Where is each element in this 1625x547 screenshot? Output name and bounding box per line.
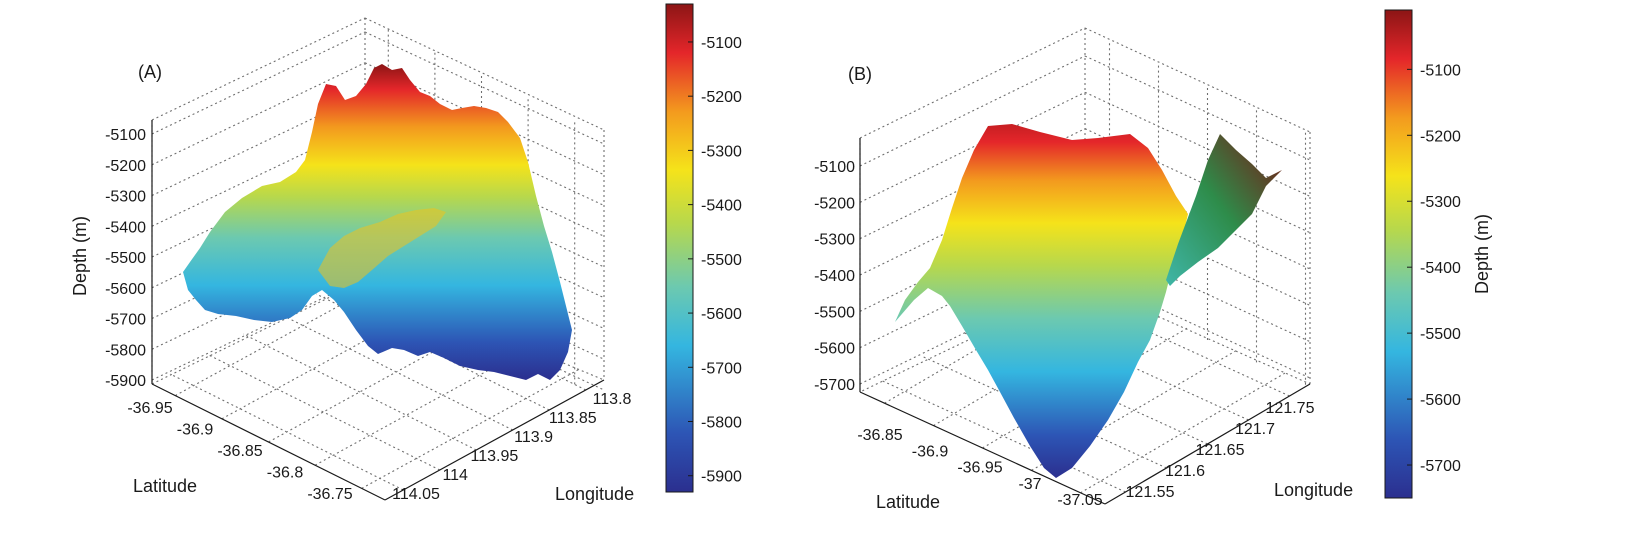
panel-a-latitude-ticks: -36.95 -36.9-36.85 -36.8-36.75	[127, 400, 352, 503]
longitude-tick-label: 113.95	[471, 448, 519, 465]
depth-tick-label: -5900	[105, 373, 146, 390]
latitude-tick-label: -37	[1018, 476, 1041, 493]
longitude-tick-label: 121.75	[1266, 400, 1315, 417]
depth-tick-label: -5700	[105, 312, 146, 329]
longitude-tick-label: 121.7	[1235, 421, 1275, 438]
panel-a-surface	[183, 64, 572, 380]
depth-tick-label: -5600	[814, 341, 855, 358]
panel-a-colorbar-ticks: -5100 -5200 -5300 -5400 -5500 -5600 -5700 -5800…	[688, 35, 742, 486]
longitude-tick-label: 113.8	[593, 391, 632, 408]
longitude-tick-label: 113.85	[549, 410, 597, 427]
colorbar-tick-label: -5200	[701, 89, 742, 106]
colorbar-tick-label: -5200	[1420, 128, 1461, 145]
panel-b-longitude-ticks: 121.75 121.7 121.65 121.6 121.55	[1126, 400, 1315, 501]
panel-b-surface-wing	[1166, 134, 1282, 286]
colorbar-tick-label: -5600	[701, 306, 742, 323]
panel-b: -5100 -5200 -5300 -5400 -5500 -5600 -5700 -36.…	[814, 9, 1492, 512]
panel-b-title: (B)	[848, 64, 872, 84]
panel-b-latitude-axis	[859, 391, 1106, 505]
depth-tick-label: -5700	[814, 377, 855, 394]
latitude-tick-label: -36.8	[267, 465, 304, 482]
longitude-tick-label: 121.65	[1196, 442, 1245, 459]
depth-tick-label: -5200	[814, 195, 855, 212]
longitude-tick-label: 121.55	[1126, 484, 1175, 501]
colorbar-tick-label: -5400	[701, 198, 742, 215]
colorbar-tick-label: -5900	[701, 469, 742, 486]
panel-b-surface	[895, 124, 1188, 478]
panel-b-depth-ticks: -5100 -5200 -5300 -5400 -5500 -5600 -5700	[814, 159, 855, 394]
depth-tick-label: -5100	[105, 127, 146, 144]
colorbar-tick-label: -5500	[1420, 326, 1461, 343]
depth-tick-label: -5300	[814, 232, 855, 249]
latitude-tick-label: -36.95	[127, 400, 172, 417]
latitude-tick-label: -36.95	[957, 460, 1002, 477]
panel-a-longitude-axis	[384, 379, 605, 501]
latitude-tick-label: -36.85	[857, 427, 902, 444]
panel-a-depth-ticks: -5100 -5200 -5300 -5400 -5500 -5600 -5700 -5800…	[105, 127, 146, 390]
depth-tick-label: -5200	[105, 158, 146, 175]
latitude-tick-label: -36.9	[912, 443, 949, 460]
colorbar-tick-label: -5100	[1420, 62, 1461, 79]
panel-b-ylabel: Longitude	[1274, 480, 1353, 500]
depth-tick-label: -5300	[105, 189, 146, 206]
panel-b-colorbar-ticks: -5100 -5200 -5300 -5400 -5500 -5600 -5700	[1407, 62, 1461, 475]
depth-tick-label: -5400	[814, 268, 855, 285]
panel-a-ylabel: Longitude	[555, 484, 634, 504]
panel-b-colorbar	[1384, 9, 1413, 499]
colorbar-tick-label: -5600	[1420, 392, 1461, 409]
panel-a-title: (A)	[138, 62, 162, 82]
colorbar-tick-label: -5300	[1420, 194, 1461, 211]
longitude-tick-label: 114.05	[392, 486, 440, 503]
panel-b-longitude-axis	[1104, 383, 1311, 505]
depth-tick-label: -5600	[105, 281, 146, 298]
longitude-tick-label: 114	[442, 467, 468, 484]
colorbar-tick-label: -5700	[701, 360, 742, 377]
panel-a-zlabel: Depth (m)	[70, 216, 90, 296]
latitude-tick-label: -37.05	[1057, 492, 1102, 509]
depth-tick-label: -5800	[105, 342, 146, 359]
panel-a-colorbar	[665, 3, 694, 493]
panel-b-latitude-ticks: -36.85 -36.9 -36.95 -37 -37.05	[857, 427, 1102, 509]
colorbar-tick-label: -5500	[701, 252, 742, 269]
colorbar-tick-label: -5700	[1420, 458, 1461, 475]
latitude-tick-label: -36.85	[217, 443, 262, 460]
panel-b-xlabel: Latitude	[876, 492, 940, 512]
panel-a-xlabel: Latitude	[133, 476, 197, 496]
depth-tick-label: -5400	[105, 219, 146, 236]
depth-tick-label: -5500	[105, 250, 146, 267]
depth-tick-label: -5500	[814, 304, 855, 321]
longitude-tick-label: 121.6	[1165, 463, 1205, 480]
latitude-tick-label: -36.9	[177, 422, 214, 439]
panel-a-latitude-axis	[151, 383, 386, 501]
colorbar-tick-label: -5400	[1420, 260, 1461, 277]
colorbar-tick-label: -5800	[701, 415, 742, 432]
depth-tick-label: -5100	[814, 159, 855, 176]
panel-a: -5100 -5200 -5300 -5400 -5500 -5600 -5700 -5800…	[70, 3, 742, 504]
colorbar-tick-label: -5100	[701, 35, 742, 52]
latitude-tick-label: -36.75	[307, 486, 352, 503]
panel-b-colorbar-label: Depth (m)	[1472, 214, 1492, 294]
colorbar-tick-label: -5300	[701, 143, 742, 160]
longitude-tick-label: 113.9	[514, 429, 553, 446]
